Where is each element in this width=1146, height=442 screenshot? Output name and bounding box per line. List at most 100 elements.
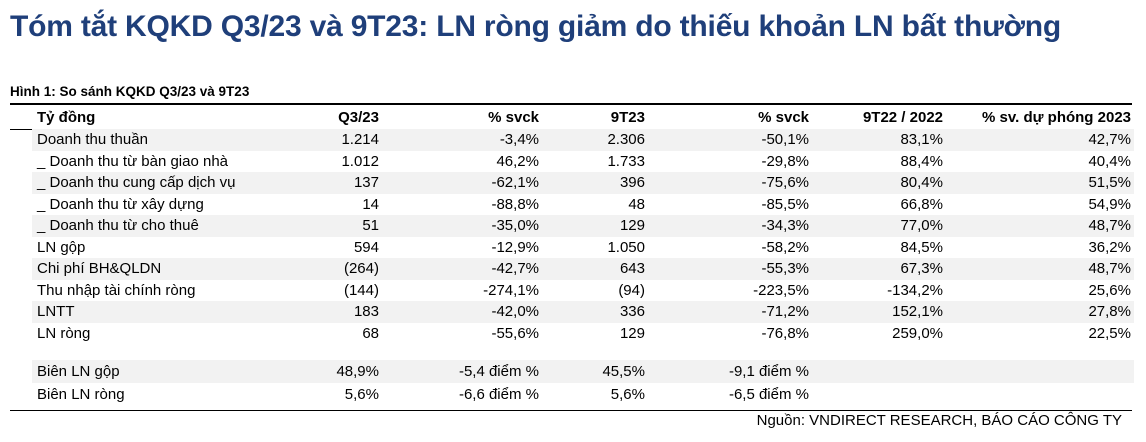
table-cell: 2.306: [542, 129, 648, 151]
table-cell: -34,3%: [648, 215, 812, 237]
header-q3-23: Q3/23: [338, 109, 379, 126]
table-cell: 67,3%: [812, 258, 946, 280]
row-label: _ Doanh thu từ bàn giao nhà: [37, 152, 229, 170]
table-cell: 14: [362, 195, 379, 213]
row-label: _ Doanh thu từ cho thuê: [32, 215, 292, 237]
table-cell: 22,5%: [1088, 324, 1131, 342]
table-cell: 594: [353, 238, 379, 256]
table-row: LN gộp 594 -12,9% 1.050 -58,2% 84,5% 36,2%: [32, 237, 1134, 259]
table-cell: 80,4%: [812, 172, 946, 194]
row-label: _ Doanh thu cung cấp dịch vụ: [32, 172, 292, 194]
table-cell: 84,5%: [900, 238, 943, 256]
row-label: LN ròng: [37, 324, 91, 342]
spacer-cell: [292, 344, 382, 360]
table-cell: -85,5%: [761, 195, 809, 213]
table-cell: [812, 383, 946, 406]
row-label: Biên LN gộp: [32, 360, 292, 383]
table-row: Chi phí BH&QLDN (264) -42,7% 643 -55,3% 67,3%…: [32, 258, 1134, 280]
table-cell: 48,9%: [292, 360, 382, 383]
row-label: Thu nhập tài chính ròng: [37, 281, 196, 299]
table-cell: 129: [542, 215, 648, 237]
table-cell: -55,6%: [491, 324, 539, 342]
margin-row: Biên LN ròng 5,6% -6,6 điểm % 5,6% -6,5 điểm…: [32, 383, 1134, 406]
table-row: _ Doanh thu từ cho thuê 51 -35,0% 129 -34,3%…: [32, 215, 1134, 237]
table-cell: -75,6%: [648, 172, 812, 194]
table-cell: -5,4 điểm %: [382, 360, 542, 383]
table-cell: 1.012: [341, 152, 379, 170]
table-cell: -274,1%: [483, 281, 539, 299]
table-cell: -3,4%: [382, 129, 542, 151]
table-cell: 1.733: [607, 152, 645, 170]
row-label: Biên LN ròng: [37, 386, 125, 403]
spacer-cell: [542, 344, 648, 360]
row-label: _ Doanh thu từ xây dựng: [37, 195, 204, 213]
table-cell: -29,8%: [761, 152, 809, 170]
table-cell: 27,8%: [946, 301, 1134, 323]
table-cell: -134,2%: [887, 281, 943, 299]
table-bottom-rule: [10, 410, 1132, 411]
table-cell: 83,1%: [812, 129, 946, 151]
margin-row: Biên LN gộp 48,9% -5,4 điểm % 45,5% -9,1 điể…: [32, 360, 1134, 383]
table-cell: -12,9%: [491, 238, 539, 256]
table-cell: 5,6%: [610, 386, 645, 403]
table-row: LN ròng 68 -55,6% 129 -76,8% 259,0% 22,5%: [32, 323, 1134, 345]
table-cell: 183: [292, 301, 382, 323]
table-cell: 5,6%: [344, 386, 379, 403]
row-label: Chi phí BH&QLDN: [32, 258, 292, 280]
table-cell: [812, 360, 946, 383]
table-cell: 42,7%: [946, 129, 1134, 151]
spacer-cell: [648, 344, 812, 360]
header-unit: Tỷ đồng: [37, 109, 96, 126]
source-note: Nguồn: VNDIRECT RESEARCH, BÁO CÁO CÔNG T…: [756, 412, 1122, 429]
table-cell: 129: [619, 324, 645, 342]
table-header-row: Tỷ đồng Q3/23 % svck 9T23 % svck 9T22 / …: [32, 107, 1134, 129]
table-cell: -223,5%: [753, 281, 809, 299]
table-cell: -42,0%: [382, 301, 542, 323]
table-cell: 36,2%: [1088, 238, 1131, 256]
page-title: Tóm tắt KQKD Q3/23 và 9T23: LN ròng giảm…: [10, 10, 1061, 43]
table-row: _ Doanh thu cung cấp dịch vụ 137 -62,1% 396…: [32, 172, 1134, 194]
table-cell: 45,5%: [542, 360, 648, 383]
table-cell: 48: [628, 195, 645, 213]
table-row: LNTT 183 -42,0% 336 -71,2% 152,1% 27,8%: [32, 301, 1134, 323]
table-cell: -9,1 điểm %: [648, 360, 812, 383]
table-cell: 66,8%: [900, 195, 943, 213]
table-cell: -55,3%: [648, 258, 812, 280]
spacer-cell: [32, 344, 292, 360]
table-cell: 1.050: [607, 238, 645, 256]
table-cell: 68: [362, 324, 379, 342]
table-cell: 25,6%: [1088, 281, 1131, 299]
table-cell: -58,2%: [761, 238, 809, 256]
table-cell: 137: [292, 172, 382, 194]
table-row: Thu nhập tài chính ròng (144) -274,1% (94) -…: [32, 280, 1134, 302]
table-top-rule: [10, 103, 1132, 105]
table-cell: 88,4%: [900, 152, 943, 170]
table-cell: -42,7%: [382, 258, 542, 280]
spacer-row: [32, 344, 1134, 360]
table-cell: -6,6 điểm %: [458, 386, 539, 403]
table-cell: (144): [343, 281, 379, 299]
header-9t22-2022: 9T22 / 2022: [862, 109, 943, 126]
row-label: LN gộp: [37, 238, 86, 256]
table-cell: 336: [542, 301, 648, 323]
table-cell: 54,9%: [1088, 195, 1131, 213]
table-cell: 77,0%: [812, 215, 946, 237]
spacer-cell: [946, 344, 1134, 360]
spacer-cell: [382, 344, 542, 360]
table-row: _ Doanh thu từ xây dựng 14 -88,8% 48 -85,5% 6…: [32, 194, 1134, 216]
row-label: Doanh thu thuần: [32, 129, 292, 151]
table-row: Doanh thu thuần 1.214 -3,4% 2.306 -50,1% 83,1…: [32, 129, 1134, 151]
header-q3-yoy: % svck: [488, 109, 539, 126]
header-9t-yoy: % svck: [758, 109, 809, 126]
table-cell: 51: [292, 215, 382, 237]
table-cell: -76,8%: [761, 324, 809, 342]
table-cell: 46,2%: [496, 152, 539, 170]
table-cell: -35,0%: [382, 215, 542, 237]
table-cell: -62,1%: [382, 172, 542, 194]
table-cell: 48,7%: [946, 258, 1134, 280]
figure-label: Hình 1: So sánh KQKD Q3/23 và 9T23: [10, 84, 250, 99]
table-cell: (94): [618, 281, 645, 299]
table-cell: 48,7%: [946, 215, 1134, 237]
table-cell: -50,1%: [648, 129, 812, 151]
table-cell: 396: [542, 172, 648, 194]
